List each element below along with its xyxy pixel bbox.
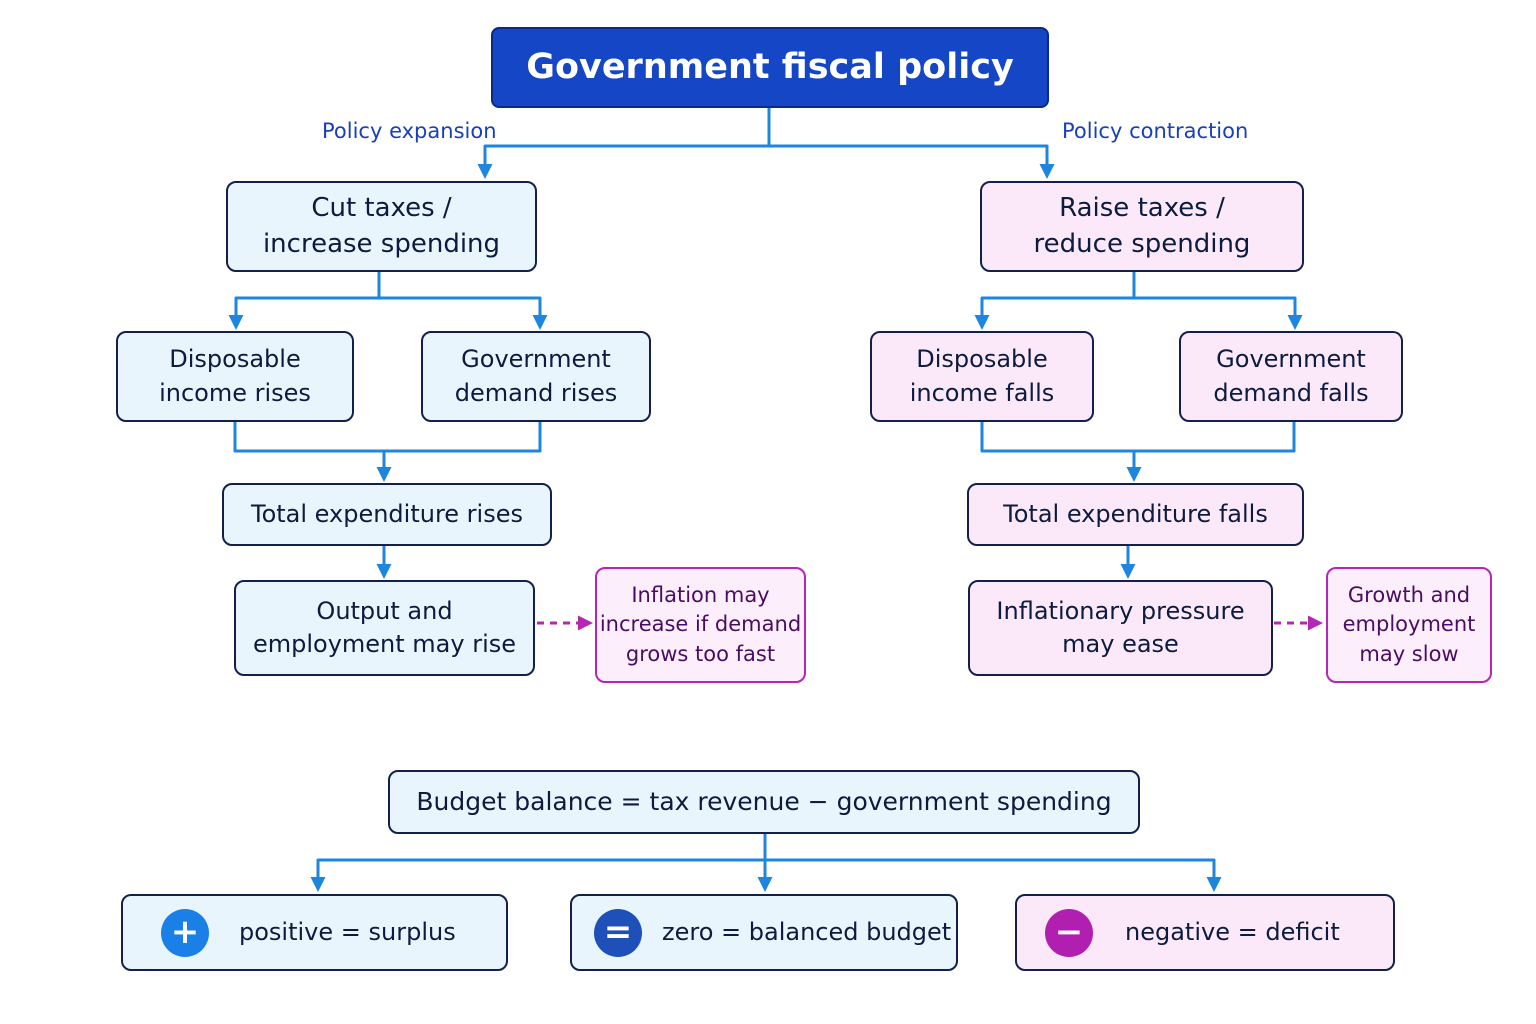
plus-icon: +	[161, 908, 209, 957]
connector-expansion-merge	[233, 422, 542, 453]
contraction-total-box: Total expenditure falls	[967, 483, 1304, 546]
expansion-total-box: Total expenditure rises	[222, 483, 552, 546]
connector-budget-to-deficit	[765, 858, 1222, 892]
budget-formula-box: Budget balance = tax revenue − governmen…	[388, 770, 1140, 834]
connector-title-to-contraction	[769, 144, 1055, 179]
connector-title-to-expansion	[477, 108, 771, 179]
expansion-income-box: Disposable income rises	[116, 331, 354, 422]
expansion-outcome-box: Output and employment may rise	[234, 580, 535, 676]
surplus-label: positive = surplus	[239, 917, 456, 946]
connector-contraction-to-income	[974, 272, 1136, 330]
balanced-budget-label: zero = balanced budget	[662, 917, 952, 946]
minus-icon: −	[1045, 908, 1093, 957]
diagram-title: Government fiscal policy	[491, 27, 1049, 108]
deficit-box: − negative = deficit	[1015, 894, 1395, 971]
deficit-label: negative = deficit	[1125, 917, 1340, 946]
expansion-action-box: Cut taxes / increase spending	[226, 181, 537, 272]
equals-icon: =	[594, 908, 642, 957]
contraction-income-box: Disposable income falls	[870, 331, 1094, 422]
connector-budget-to-surplus	[310, 834, 767, 892]
connector-contraction-to-demand	[1134, 296, 1303, 330]
contraction-demand-box: Government demand falls	[1179, 331, 1403, 422]
contraction-side-effect-note: Growth and employment may slow	[1326, 567, 1492, 683]
surplus-box: + positive = surplus	[121, 894, 508, 971]
connector-expansion-to-demand	[379, 296, 548, 330]
contraction-outcome-box: Inflationary pressure may ease	[968, 580, 1273, 676]
policy-expansion-label: Policy expansion	[322, 119, 497, 143]
balanced-budget-box: = zero = balanced budget	[570, 894, 958, 971]
expansion-side-effect-note: Inflation may increase if demand grows t…	[595, 567, 806, 683]
contraction-action-box: Raise taxes / reduce spending	[980, 181, 1304, 272]
policy-contraction-label: Policy contraction	[1062, 119, 1249, 143]
connector-expansion-to-income	[228, 272, 381, 330]
connector-contraction-merge	[980, 422, 1296, 453]
expansion-demand-box: Government demand rises	[421, 331, 651, 422]
